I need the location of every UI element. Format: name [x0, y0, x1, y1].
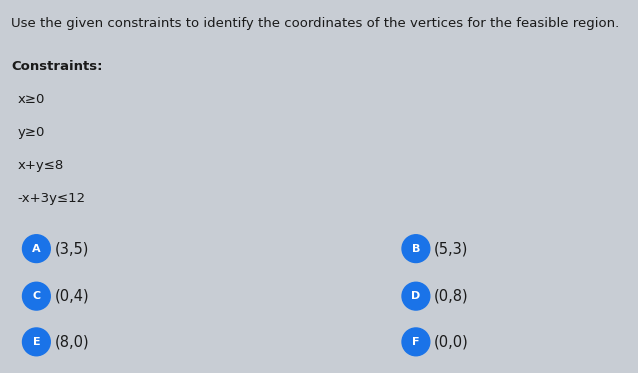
Ellipse shape: [22, 328, 50, 356]
Text: Use the given constraints to identify the coordinates of the vertices for the fe: Use the given constraints to identify th…: [11, 16, 619, 29]
Ellipse shape: [402, 235, 430, 263]
Ellipse shape: [402, 282, 430, 310]
Text: (0,4): (0,4): [54, 289, 89, 304]
Text: (0,8): (0,8): [434, 289, 468, 304]
Text: -x+3y≤12: -x+3y≤12: [18, 192, 85, 205]
Text: (3,5): (3,5): [54, 241, 89, 256]
Text: B: B: [412, 244, 420, 254]
Text: A: A: [32, 244, 41, 254]
Text: (8,0): (8,0): [54, 334, 89, 350]
Ellipse shape: [402, 328, 430, 356]
Text: F: F: [412, 337, 420, 347]
Text: D: D: [412, 291, 420, 301]
Text: x≥0: x≥0: [18, 93, 45, 106]
Text: y≥0: y≥0: [18, 126, 45, 139]
Text: (0,0): (0,0): [434, 334, 469, 350]
Text: Constraints:: Constraints:: [11, 60, 103, 73]
Ellipse shape: [22, 235, 50, 263]
Text: (5,3): (5,3): [434, 241, 468, 256]
Text: E: E: [33, 337, 40, 347]
Text: C: C: [33, 291, 40, 301]
Text: x+y≤8: x+y≤8: [18, 159, 64, 172]
Ellipse shape: [22, 282, 50, 310]
